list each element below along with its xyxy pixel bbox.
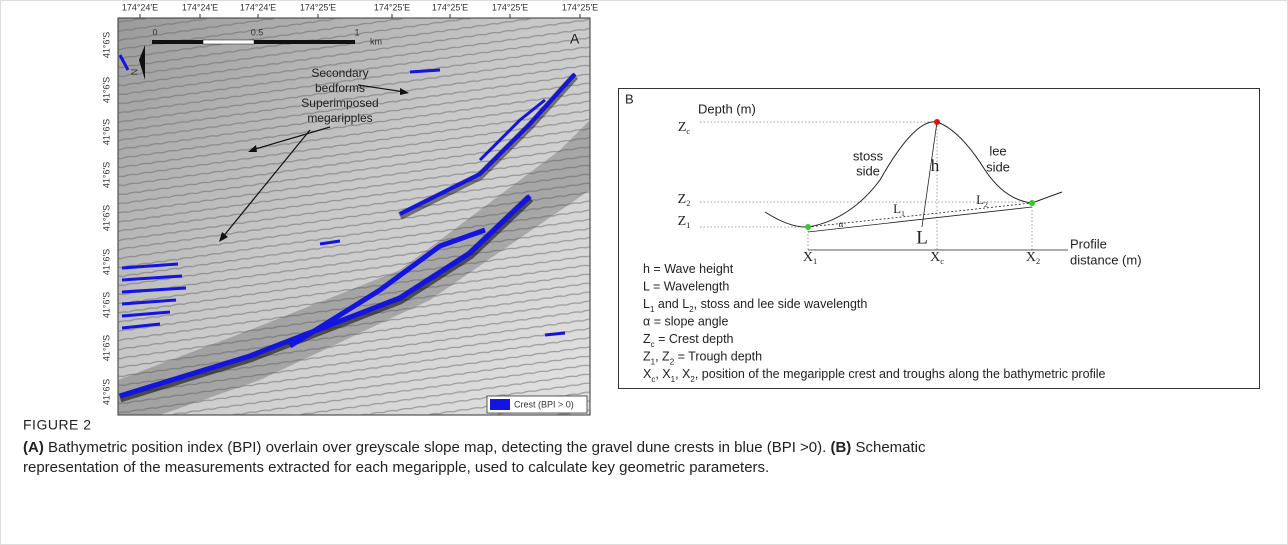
axis-title: distance (m)	[1070, 252, 1142, 267]
text-part: Schematic	[851, 439, 926, 456]
panel-letter: B	[625, 91, 634, 106]
symbol: h	[931, 156, 940, 175]
lon-label: 174°24'E	[182, 2, 218, 12]
label: stoss	[853, 148, 884, 163]
text-part: h = Wave height	[643, 262, 734, 276]
text-part: α = slope angle	[643, 315, 728, 329]
caption-line: representation of the measurements extra…	[23, 459, 769, 476]
symbol: X	[930, 250, 940, 265]
lon-label: 174°25'E	[562, 2, 598, 12]
subscript: c	[940, 257, 944, 266]
symbol: Z	[678, 120, 687, 135]
lat-label: 41°6'S	[101, 32, 111, 58]
text-part: = Trough depth	[674, 350, 762, 364]
lat-label: 41°6'S	[101, 379, 111, 405]
text-part: L	[643, 297, 650, 311]
subscript: 2	[686, 199, 690, 208]
legend-line: Zc = Crest depth	[643, 332, 734, 348]
lon-label: 174°24'E	[122, 2, 158, 12]
symbol: L	[893, 201, 901, 216]
symbol: α	[839, 219, 844, 229]
lat-label: 41°6'S	[101, 77, 111, 103]
lat-label: 41°6'S	[101, 249, 111, 275]
label: side	[986, 159, 1010, 174]
text-part: L = Wavelength	[643, 280, 729, 294]
subscript: 1	[686, 221, 690, 230]
symbol: X	[1026, 250, 1036, 265]
subscript: 2	[1036, 257, 1040, 266]
legend-line: Z1, Z2 = Trough depth	[643, 350, 762, 366]
legend-line: h = Wave height	[643, 262, 734, 276]
label: side	[856, 163, 880, 178]
axis-title: Depth (m)	[698, 101, 756, 116]
lat-label: 41°6'S	[101, 292, 111, 318]
label: lee	[989, 143, 1006, 158]
text-part: Bathymetric position index (BPI) overlai…	[44, 439, 831, 456]
legend-line: Xc, X1, X2, position of the megaripple c…	[643, 367, 1106, 383]
subscript: 1	[813, 257, 817, 266]
annotation: megaripples	[307, 111, 372, 125]
text-part: (B)	[830, 439, 851, 456]
axis-title: Profile	[1070, 236, 1107, 251]
text-part: , X	[675, 367, 691, 381]
panel-letter: A	[570, 31, 580, 47]
lat-label: 41°6'S	[101, 205, 111, 231]
lat-label: 41°6'S	[101, 335, 111, 361]
legend-line: L1 and L2, stoss and lee side wavelength	[643, 297, 867, 313]
scale-label: km	[370, 36, 382, 46]
symbol: L	[976, 192, 984, 207]
lat-label: 41°6'S	[101, 162, 111, 188]
lat-label: 41°6'S	[101, 119, 111, 145]
legend-label: Crest (BPI > 0)	[514, 399, 574, 409]
annotation: Secondary	[311, 66, 368, 80]
symbol: Z	[678, 214, 687, 229]
caption-line: (A) Bathymetric position index (BPI) ove…	[23, 439, 926, 456]
lon-label: 174°25'E	[432, 2, 468, 12]
subscript: c	[686, 127, 690, 136]
text-part: , X	[655, 367, 671, 381]
figure-label: FIGURE 2	[23, 417, 92, 433]
subscript: 1	[901, 209, 905, 218]
scale-label: 0	[152, 27, 157, 37]
legend-line: L = Wavelength	[643, 280, 729, 294]
north-label: N	[129, 69, 139, 76]
subscript: 2	[984, 200, 988, 209]
text-part: and L	[654, 297, 689, 311]
annotation: Superimposed	[301, 96, 378, 110]
figure: 174°24'E 174°24'E 174°24'E 174°25'E 174°25'E…	[0, 0, 1288, 545]
symbol: X	[803, 250, 813, 265]
text-part: (A)	[23, 439, 44, 456]
scale-label: 0.5	[251, 27, 264, 37]
text-part: , Z	[655, 350, 670, 364]
text-part: = Crest depth	[655, 332, 734, 346]
text-part: , stoss and lee side wavelength	[694, 297, 868, 311]
lon-label: 174°25'E	[374, 2, 410, 12]
legend-line: α = slope angle	[643, 315, 728, 329]
annotation: bedforms	[315, 81, 365, 95]
text-part: representation of the measurements extra…	[23, 459, 769, 476]
symbol: L	[916, 227, 928, 248]
symbol: Z	[678, 192, 687, 207]
ticks	[140, 14, 580, 18]
scale-label: 1	[354, 27, 359, 37]
text-part: , position of the megaripple crest and t…	[695, 367, 1106, 381]
lon-label: 174°24'E	[240, 2, 276, 12]
lon-label: 174°25'E	[492, 2, 528, 12]
lon-label: 174°25'E	[300, 2, 336, 12]
